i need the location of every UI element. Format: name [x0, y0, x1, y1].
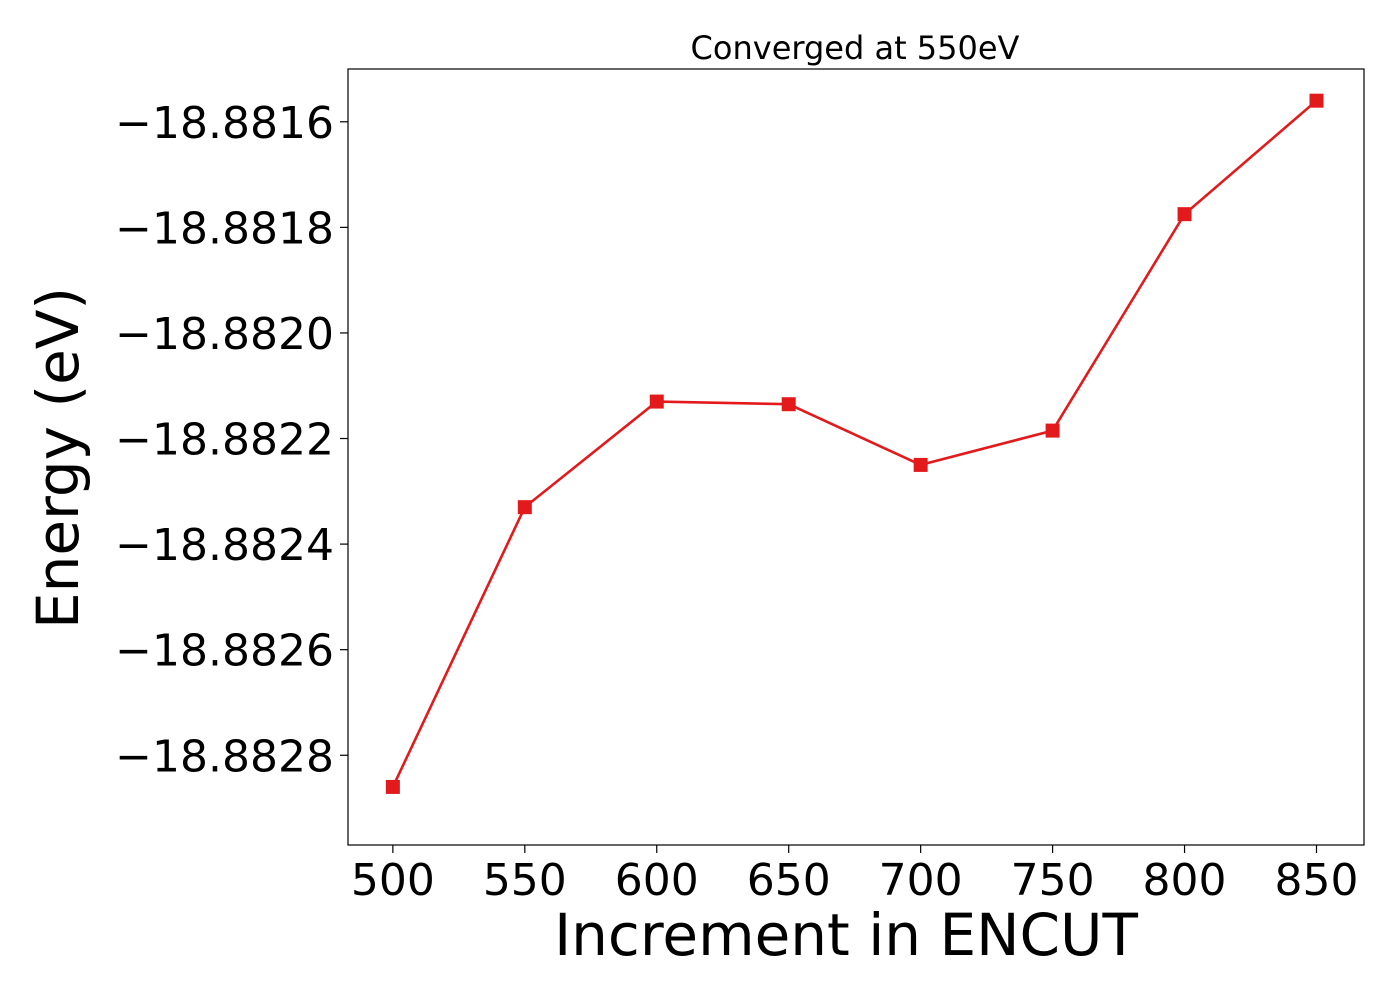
y-tick-label: −18.8828	[115, 731, 334, 782]
x-axis-ticks: 500 550 600 650 700 750 800 850	[351, 845, 1359, 906]
x-tick-label: 600	[615, 855, 699, 906]
x-tick-label: 700	[879, 855, 963, 906]
plot-frame	[347, 68, 1365, 846]
data-point-marker	[385, 779, 400, 794]
y-tick-label: −18.8822	[115, 415, 334, 466]
y-axis-title: Energy (eV)	[24, 287, 92, 629]
y-axis-ticks: −18.8828 −18.8826 −18.8824 −18.8822 −18.8820…	[115, 98, 348, 782]
energy-series-markers	[385, 93, 1324, 794]
y-tick-label: −18.8820	[115, 309, 334, 360]
data-point-marker	[517, 500, 532, 515]
data-point-marker	[781, 397, 796, 412]
y-tick-label: −18.8826	[115, 626, 334, 677]
y-tick-label: −18.8816	[115, 98, 334, 149]
y-tick-label: −18.8818	[115, 203, 334, 254]
data-point-marker	[1045, 423, 1060, 438]
data-point-marker	[913, 457, 928, 472]
x-tick-label: 650	[747, 855, 831, 906]
x-tick-label: 550	[483, 855, 567, 906]
chart-title: Converged at 550eV	[691, 29, 1020, 67]
x-axis-title: Increment in ENCUT	[554, 901, 1138, 969]
x-tick-label: 500	[351, 855, 435, 906]
energy-series-line	[391, 99, 1318, 788]
y-tick-label: −18.8824	[115, 520, 334, 571]
data-point-marker	[1177, 207, 1192, 222]
data-point-marker	[649, 394, 664, 409]
x-tick-label: 850	[1275, 855, 1359, 906]
data-point-marker	[1309, 93, 1324, 108]
x-tick-label: 750	[1011, 855, 1095, 906]
x-tick-label: 800	[1143, 855, 1227, 906]
